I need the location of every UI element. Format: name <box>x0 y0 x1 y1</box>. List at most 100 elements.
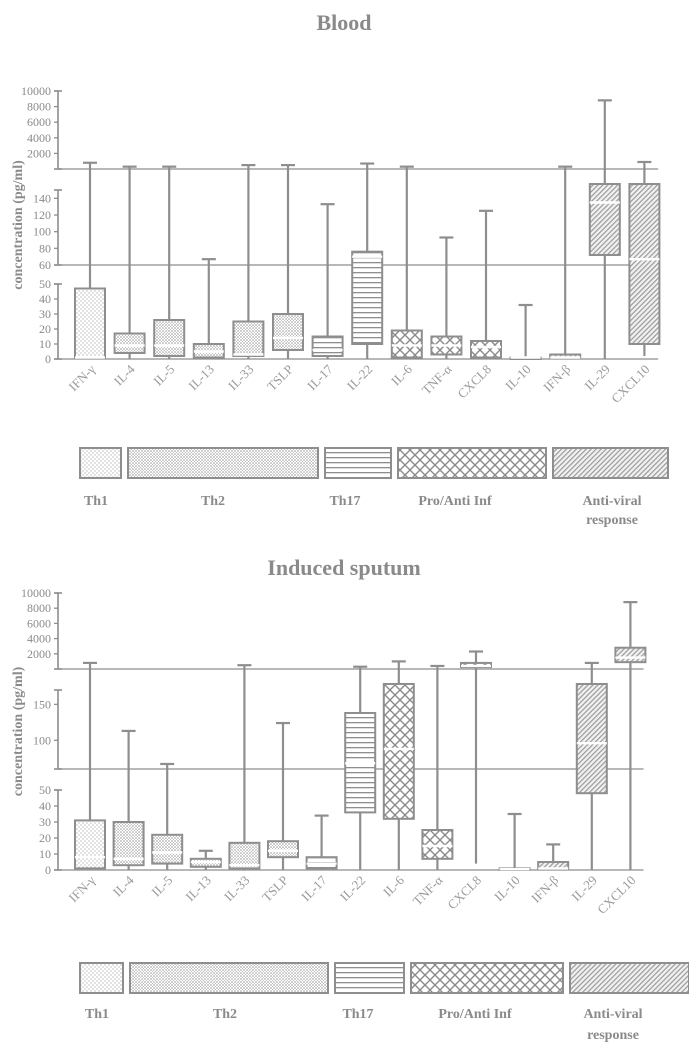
box-iqr <box>272 313 304 351</box>
x-tick-label: IFN-γ <box>66 361 99 394</box>
x-tick-label: IFN-β <box>528 872 561 905</box>
box-iqr <box>74 287 106 359</box>
y-tick-label: 4000 <box>27 131 51 145</box>
y-tick-label: 10000 <box>21 586 51 600</box>
box-IL-5 <box>153 165 186 359</box>
legend-label-line2: response <box>587 1028 639 1043</box>
x-tick-label: IFN-γ <box>66 872 99 905</box>
x-tick-label: IL-5 <box>150 362 177 389</box>
legend-label: Anti-viral <box>583 1007 642 1022</box>
box-iqr <box>390 329 423 359</box>
x-tick-label: IL-33 <box>225 362 257 394</box>
box-iqr <box>232 320 265 357</box>
x-tick-label: IL-4 <box>111 361 138 388</box>
box-iqr <box>614 646 647 664</box>
x-tick-label: IL-10 <box>502 362 534 394</box>
x-tick-label: TSLP <box>264 362 296 394</box>
legend-label: Th17 <box>329 494 360 509</box>
chart-title: Blood <box>316 10 371 35</box>
box-IL-6 <box>390 165 423 359</box>
y-tick-label: 50 <box>39 277 51 291</box>
x-tick-label: IL-13 <box>182 873 214 905</box>
box-iqr <box>151 833 184 865</box>
legend-label: Th17 <box>342 1007 373 1022</box>
legend-swatch <box>127 447 319 479</box>
legend-swatch <box>324 447 392 479</box>
box-iqr <box>74 819 106 870</box>
x-tick-label: CXCL10 <box>594 873 638 917</box>
box-CXCL10 <box>614 601 647 870</box>
x-tick-label: TNF-α <box>410 872 446 908</box>
box-TSLP <box>272 164 304 359</box>
legend-label: Pro/Anti Inf <box>418 494 492 509</box>
box-iqr <box>153 319 186 357</box>
y-tick-label: 20 <box>39 831 51 845</box>
box-IL-17 <box>311 203 344 359</box>
box-CXCL10 <box>628 160 661 356</box>
x-tick-label: TNF-α <box>419 361 455 397</box>
box-IFN-γ <box>74 161 106 359</box>
y-tick-label: 30 <box>39 815 51 829</box>
box-IL-6 <box>382 660 415 870</box>
legend-label: Anti-viral <box>582 494 641 509</box>
y-tick-label: 10000 <box>21 84 51 98</box>
chart-panel-2: Induced sputum concentration (pg/ml) 0 10 20… <box>11 555 689 1043</box>
box-IL-10 <box>509 303 542 360</box>
box-IFN-β <box>537 843 570 871</box>
x-tick-label: IL-22 <box>337 873 369 905</box>
box-IL-10 <box>498 812 531 871</box>
x-tick-label: IL-5 <box>148 873 175 900</box>
box-CXCL8 <box>470 209 502 359</box>
box-iqr <box>382 683 415 820</box>
box-TSLP <box>267 721 299 870</box>
box-IL-4 <box>113 165 146 359</box>
box-TNF-α <box>430 236 463 359</box>
box-IL-4 <box>112 729 145 870</box>
y-tick-label: 4000 <box>27 632 51 646</box>
y-tick-label: 80 <box>39 241 51 255</box>
y-tick-label: 20 <box>39 322 51 336</box>
legend-swatch <box>569 962 689 994</box>
box-CXCL8 <box>460 650 492 864</box>
y-tick-label: 2000 <box>27 146 51 160</box>
x-tick-label: IL-4 <box>110 872 137 899</box>
x-tick-label: IL-13 <box>185 362 217 394</box>
x-tick-label: CXCL8 <box>454 362 494 402</box>
x-tick-label: IL-33 <box>221 873 253 905</box>
box-IL-13 <box>192 258 225 359</box>
x-tick-label: IL-29 <box>581 362 613 394</box>
y-tick-label: 100 <box>33 733 51 747</box>
box-IL-33 <box>228 664 261 870</box>
y-tick-label: 6000 <box>27 616 51 630</box>
x-tick-label: IL-6 <box>388 361 415 388</box>
box-IL-22 <box>351 162 384 359</box>
box-IL-33 <box>232 164 265 359</box>
legend-label: Pro/Anti Inf <box>438 1007 512 1022</box>
legend-swatch <box>79 447 122 479</box>
box-IFN-γ <box>74 661 106 870</box>
y-tick-label: 6000 <box>27 115 51 129</box>
x-tick-label: IL-29 <box>568 873 600 905</box>
box-iqr <box>588 183 621 256</box>
box-iqr <box>351 250 384 346</box>
legend-swatch <box>129 962 329 994</box>
y-axis-label: concentration (pg/ml) <box>11 666 26 796</box>
y-tick-label: 140 <box>33 191 51 205</box>
box-iqr <box>421 829 454 860</box>
x-tick-label: IL-22 <box>344 362 376 394</box>
y-tick-label: 10 <box>39 337 51 351</box>
y-axis-label: concentration (pg/ml) <box>11 160 26 290</box>
box-iqr <box>470 340 502 359</box>
x-tick-label: IL-17 <box>298 872 330 904</box>
box-iqr <box>311 335 344 357</box>
legend-swatch <box>410 962 564 994</box>
y-tick-label: 40 <box>39 799 51 813</box>
box-IL-29 <box>588 99 621 359</box>
legend-label: Th2 <box>201 494 225 509</box>
y-tick-label: 8000 <box>27 601 51 615</box>
y-tick-label: 8000 <box>27 100 51 114</box>
y-tick-label: 150 <box>33 697 51 711</box>
y-tick-label: 0 <box>45 352 51 366</box>
